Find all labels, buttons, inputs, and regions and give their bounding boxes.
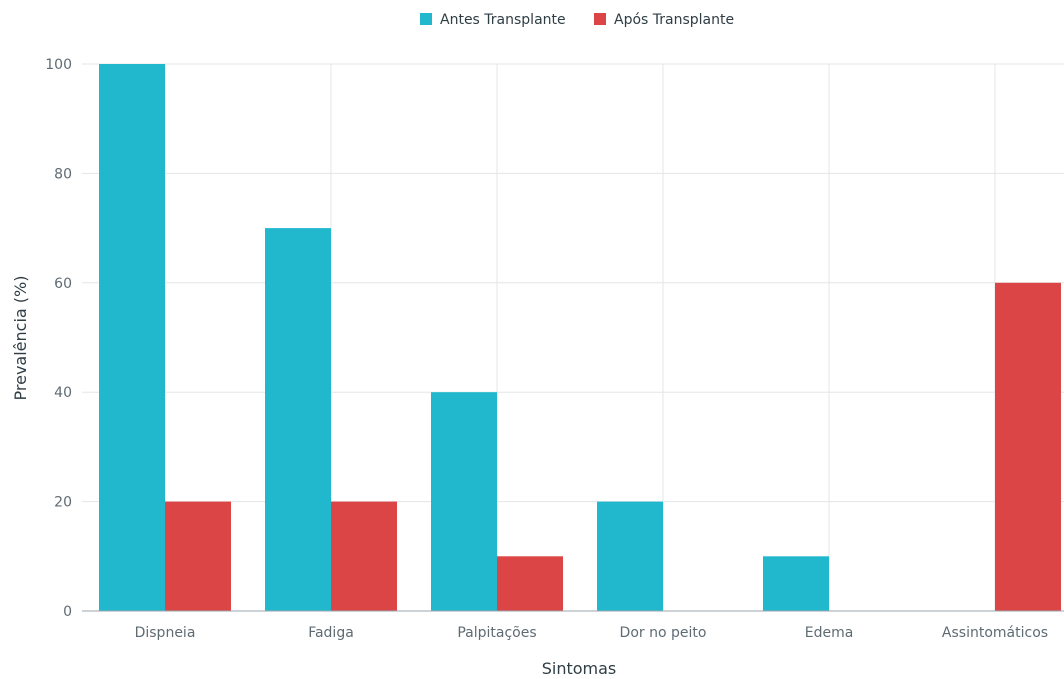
x-axis-title: Sintomas (542, 659, 617, 678)
x-tick-label: Fadiga (308, 625, 354, 641)
bar-antes-5 (763, 556, 829, 611)
legend-swatch (420, 13, 432, 25)
legend-label: Após Transplante (614, 12, 734, 28)
bar-antes-2 (265, 228, 331, 611)
x-tick-label: Assintomáticos (942, 625, 1048, 641)
bar-apos-1 (165, 501, 231, 611)
bar-antes-1 (99, 64, 165, 611)
y-tick-labels: 0 20 40 60 80 100 (45, 57, 72, 620)
x-tick-label: Palpitações (457, 625, 536, 641)
bar-apos-3 (497, 556, 563, 611)
y-tick-label: 20 (54, 495, 72, 511)
bar-antes-4 (597, 501, 663, 611)
bar-apos-2 (331, 501, 397, 611)
legend-swatch (594, 13, 606, 25)
y-tick-label: 100 (45, 57, 72, 73)
bar-apos-6 (995, 282, 1061, 611)
y-tick-label: 60 (54, 276, 72, 292)
x-tick-label: Dor no peito (620, 625, 707, 641)
y-tick-label: 40 (54, 385, 72, 401)
y-tick-label: 80 (54, 166, 72, 182)
legend: Antes Transplante Após Transplante (420, 12, 734, 28)
x-tick-label: Edema (805, 625, 854, 641)
legend-label: Antes Transplante (440, 12, 566, 28)
bars (99, 64, 1061, 611)
bar-antes-3 (431, 392, 497, 611)
y-axis-title: Prevalência (%) (11, 276, 30, 401)
x-tick-label: Dispneia (135, 625, 196, 641)
x-tick-labels: Dispneia Fadiga Palpitações Dor no peito Ede… (135, 625, 1048, 641)
y-tick-label: 0 (63, 604, 72, 620)
